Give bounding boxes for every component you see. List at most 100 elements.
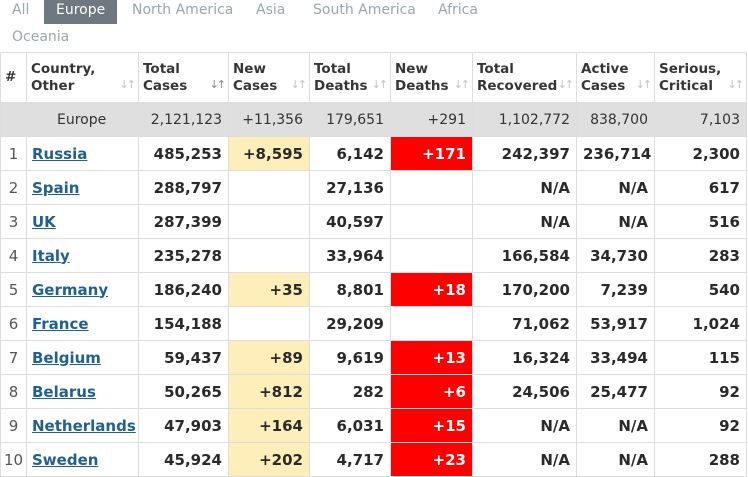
- col-header-total-deaths-l1: Total: [314, 60, 351, 77]
- total-cases-cell: 154,188: [138, 306, 229, 341]
- active-cases-cell: 53,917: [576, 306, 655, 341]
- country-link[interactable]: Netherlands: [32, 416, 136, 435]
- active-cases-cell: 236,714: [576, 136, 655, 171]
- total-row-active-cases: 838,700: [576, 102, 655, 137]
- country-link[interactable]: Germany: [32, 280, 109, 299]
- new-cases-cell: [228, 170, 310, 205]
- country-link[interactable]: Belarus: [32, 382, 96, 401]
- total-recovered-cell: N/A: [472, 204, 577, 239]
- country-link[interactable]: Spain: [32, 178, 80, 197]
- tab-europe[interactable]: Europe: [44, 0, 118, 24]
- total-deaths-cell: 40,597: [309, 204, 391, 239]
- col-header-country[interactable]: Country, Other ↓↑: [26, 52, 139, 103]
- country-link[interactable]: Sweden: [32, 450, 99, 469]
- total-deaths-cell: 6,142: [309, 136, 391, 171]
- tab-south-america[interactable]: South America: [313, 2, 416, 18]
- country-link[interactable]: France: [32, 314, 89, 333]
- col-header-total-recovered[interactable]: Total Recovered ↓↑: [472, 52, 577, 103]
- country-cell: UK: [26, 204, 139, 239]
- row-index: 2: [0, 170, 27, 205]
- total-row-new-cases: +11,356: [228, 102, 310, 137]
- active-cases-cell: N/A: [576, 442, 655, 477]
- active-cases-cell: 25,477: [576, 374, 655, 409]
- serious-cell: 1,024: [654, 306, 747, 341]
- col-header-new-deaths[interactable]: New Deaths ↓↑: [390, 52, 473, 103]
- total-cases-cell: 45,924: [138, 442, 229, 477]
- total-recovered-cell: N/A: [472, 170, 577, 205]
- country-link[interactable]: Italy: [32, 246, 70, 265]
- total-row-total-cases: 2,121,123: [138, 102, 229, 137]
- new-cases-cell: +8,595: [228, 136, 310, 171]
- country-cell: Spain: [26, 170, 139, 205]
- country-link[interactable]: Belgium: [32, 348, 101, 367]
- tab-north-america[interactable]: North America: [132, 2, 234, 18]
- col-header-active-cases[interactable]: Active Cases ↓↑: [576, 52, 655, 103]
- new-deaths-cell: [390, 204, 473, 239]
- total-deaths-cell: 4,717: [309, 442, 391, 477]
- tab-africa[interactable]: Africa: [438, 2, 478, 18]
- total-row-country: Europe: [26, 102, 139, 137]
- col-header-total-cases-l1: Total: [143, 60, 180, 77]
- active-cases-cell: N/A: [576, 170, 655, 205]
- covid-table: # Country, Other ↓↑ Total Cases ↓↑ New C…: [0, 52, 747, 477]
- col-header-new-deaths-l1: New: [395, 60, 428, 77]
- new-deaths-cell: +6: [390, 374, 473, 409]
- sort-icon: ↓↑: [727, 78, 745, 91]
- col-header-new-deaths-l2: Deaths: [395, 77, 449, 94]
- total-deaths-cell: 6,031: [309, 408, 391, 443]
- total-deaths-cell: 33,964: [309, 238, 391, 273]
- country-cell: Sweden: [26, 442, 139, 477]
- total-row-new-deaths: +291: [390, 102, 473, 137]
- col-header-new-cases[interactable]: New Cases ↓↑: [228, 52, 310, 103]
- total-row-index: [0, 102, 27, 137]
- serious-cell: 92: [654, 408, 747, 443]
- sort-desc-icon: ↓↑: [209, 78, 227, 91]
- country-cell: Russia: [26, 136, 139, 171]
- table-row: 8 Belarus 50,265 +812 282 +6 24,506 25,477 92: [0, 374, 747, 409]
- row-index: 8: [0, 374, 27, 409]
- table-row: 4 Italy 235,278 33,964 166,584 34,730 283: [0, 238, 747, 273]
- new-deaths-cell: [390, 238, 473, 273]
- new-deaths-cell: +13: [390, 340, 473, 375]
- new-cases-cell: +812: [228, 374, 310, 409]
- country-cell: Italy: [26, 238, 139, 273]
- serious-cell: 2,300: [654, 136, 747, 171]
- new-deaths-cell: +171: [390, 136, 473, 171]
- col-header-index-label: #: [5, 69, 17, 85]
- country-cell: Netherlands: [26, 408, 139, 443]
- table-row: 7 Belgium 59,437 +89 9,619 +13 16,324 33,494 115: [0, 340, 747, 375]
- col-header-total-cases[interactable]: Total Cases ↓↑: [138, 52, 229, 103]
- sort-icon: ↓↑: [290, 78, 308, 91]
- new-cases-cell: [228, 204, 310, 239]
- row-index: 7: [0, 340, 27, 375]
- country-link[interactable]: Russia: [32, 144, 88, 163]
- tab-asia[interactable]: Asia: [256, 2, 286, 18]
- header-row: # Country, Other ↓↑ Total Cases ↓↑ New C…: [0, 52, 747, 103]
- country-cell: Germany: [26, 272, 139, 307]
- serious-cell: 283: [654, 238, 747, 273]
- country-cell: France: [26, 306, 139, 341]
- new-cases-cell: +35: [228, 272, 310, 307]
- table-row: 9 Netherlands 47,903 +164 6,031 +15 N/A N/A 92: [0, 408, 747, 443]
- region-tabs: All Europe North America Asia South Amer…: [0, 0, 748, 52]
- tab-oceania[interactable]: Oceania: [12, 29, 70, 45]
- total-row-serious: 7,103: [654, 102, 747, 137]
- table-row: 1 Russia 485,253 +8,595 6,142 +171 242,397 236,…: [0, 136, 747, 171]
- total-cases-cell: 59,437: [138, 340, 229, 375]
- col-header-serious[interactable]: Serious, Critical ↓↑: [654, 52, 747, 103]
- col-header-active-cases-l1: Active: [581, 60, 629, 77]
- total-recovered-cell: 166,584: [472, 238, 577, 273]
- country-link[interactable]: UK: [32, 212, 56, 231]
- col-header-country-l1: Country,: [31, 60, 96, 77]
- sort-icon: ↓↑: [119, 78, 137, 91]
- col-header-total-deaths-l2: Deaths: [314, 77, 368, 94]
- tab-all[interactable]: All: [12, 2, 30, 18]
- table-row: 5 Germany 186,240 +35 8,801 +18 170,200 7,239 54…: [0, 272, 747, 307]
- total-cases-cell: 186,240: [138, 272, 229, 307]
- total-recovered-cell: 16,324: [472, 340, 577, 375]
- total-row-total-recovered: 1,102,772: [472, 102, 577, 137]
- row-index: 9: [0, 408, 27, 443]
- row-index: 6: [0, 306, 27, 341]
- col-header-total-deaths[interactable]: Total Deaths ↓↑: [309, 52, 391, 103]
- col-header-index[interactable]: #: [0, 52, 27, 103]
